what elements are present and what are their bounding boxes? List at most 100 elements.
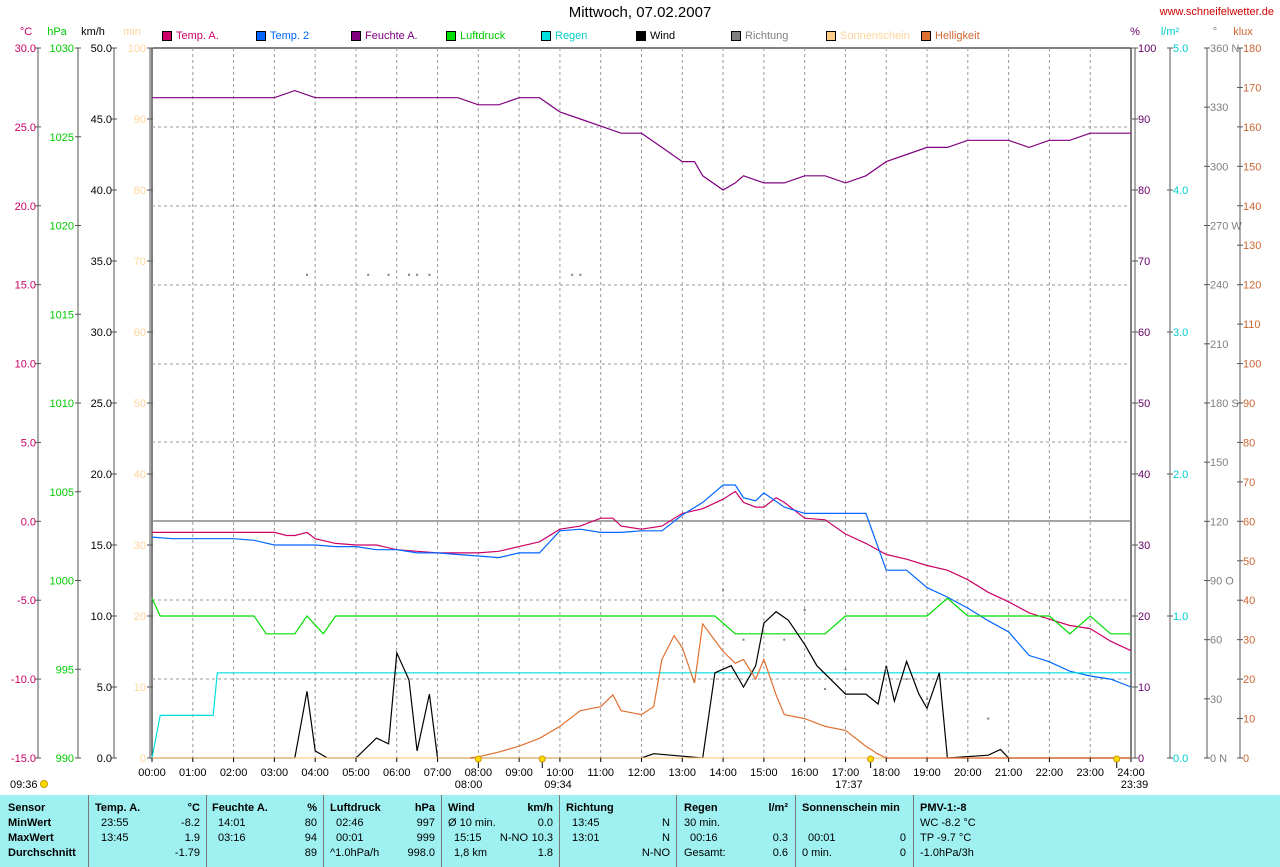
pmv-windchill: WC -8.2 °C — [920, 817, 976, 829]
series-line-feuchte-a- — [152, 89, 1131, 191]
axis-tick-label: 4.0 — [1173, 185, 1188, 197]
legend-swatch — [826, 31, 836, 41]
temp-min-value: -8.2 — [181, 817, 200, 829]
moonrise-label: 09:34 — [544, 779, 572, 791]
axis-tick-label: 1010 — [50, 398, 74, 410]
direction-max-value: N — [662, 832, 670, 844]
wind-distance: 1,8 km — [454, 847, 488, 859]
temp-min-time: 23:55 — [101, 817, 129, 829]
direction-point — [571, 273, 574, 276]
direction-point — [742, 638, 745, 641]
wind-header: Wind — [448, 802, 475, 814]
legend-item: Wind — [636, 30, 675, 42]
legend-swatch — [256, 31, 266, 41]
x-tick-label: 17:00 — [832, 767, 860, 779]
sunshine-total-value: 0 — [899, 847, 906, 859]
col-direction: Richtung 13:45 N 13:01 N N-NO — [566, 801, 670, 861]
col-sunshine: Sonnenschein min 00:01 0 0 min. 0 — [802, 801, 906, 861]
humidity-header: Feuchte A. — [212, 802, 268, 814]
direction-point — [306, 273, 309, 276]
direction-point — [387, 273, 390, 276]
moon-icon — [40, 780, 48, 788]
temp-unit: °C — [187, 802, 200, 814]
moonrise-icon — [538, 755, 546, 763]
col-humidity: Feuchte A.% 14:01 80 03:16 94 89 — [212, 801, 317, 861]
axis-tick-label: 0 — [1243, 753, 1249, 765]
pressure-trend: ^1.0hPa/h — [330, 847, 380, 859]
axis-tick-label: 30 — [1210, 694, 1222, 706]
direction-point — [926, 697, 929, 700]
axis-tick-label: 40.0 — [91, 185, 112, 197]
axis-tick-label: 60 — [1138, 327, 1150, 339]
axis-tick-label: 0.0 — [97, 753, 112, 765]
chart-series — [151, 89, 1132, 759]
rain-max-value: 0.3 — [772, 832, 788, 844]
axis-tick-label: 70 — [1243, 477, 1255, 489]
axis-tick-label: 30 — [1138, 540, 1150, 552]
axis-tick-label: 20 — [1138, 611, 1150, 623]
axis-tick-label: 1025 — [50, 132, 74, 144]
col-pressure: Luftdruck hPa 02:46 997 00:01 999 ^1.0hPa/h… — [330, 801, 435, 861]
x-tick-label: 07:00 — [424, 767, 452, 779]
axis-tick-label: 5.0 — [21, 437, 36, 449]
direction-point — [416, 273, 419, 276]
legend-item: Luftdruck — [446, 30, 505, 42]
x-tick-label: 00:00 — [138, 767, 166, 779]
wind-max-time: 15:15 — [454, 832, 482, 844]
legend-item: Temp. A. — [162, 30, 219, 42]
sunshine-header: Sonnenschein min — [802, 802, 900, 814]
wind-min-note: Ø 10 min. — [448, 817, 496, 829]
axis-tick-label: 0 — [1138, 753, 1144, 765]
axis-tick-label: 60 — [1243, 516, 1255, 528]
row-label-avg: Durchschnitt — [8, 847, 76, 859]
legend-label: Helligkeit — [935, 30, 980, 42]
axis-tick-label: 15.0 — [91, 540, 112, 552]
axis-tick-label: 60 — [1210, 635, 1222, 647]
moonset-icon — [1113, 755, 1121, 763]
axis-tick-label: 1020 — [50, 221, 74, 233]
direction-point — [824, 687, 827, 690]
row-label-min: MinWert — [8, 817, 52, 829]
axis-tick-label: 300 — [1210, 161, 1228, 173]
axis-tick-label: 330 — [1210, 102, 1228, 114]
direction-header: Richtung — [566, 802, 614, 814]
axis-tick-label: 1.0 — [1173, 611, 1188, 623]
axis-tick-label: 100 — [1138, 43, 1156, 55]
humidity-max-time: 03:16 — [218, 832, 246, 844]
axis-tick-label: 10 — [1138, 682, 1150, 694]
col-sensor: Sensor MinWert MaxWert Durchschnitt — [8, 801, 86, 861]
rain-total-label: Gesamt: — [684, 847, 726, 859]
axis-tick-label: 35.0 — [91, 256, 112, 268]
pmv-trend: -1.0hPa/3h — [920, 847, 974, 859]
rain-unit: l/m² — [768, 802, 788, 814]
axis-tick-label: 0 N — [1210, 753, 1227, 765]
axis-tick-label: 1005 — [50, 487, 74, 499]
chart-axes: °C 30.0 25.0 20.0 15.0 10.0 5.0 0.0 -5.0 -10.0 -15… — [11, 26, 1261, 765]
axis-tick-label: 10 — [1243, 714, 1255, 726]
sunrise-icon — [474, 755, 482, 763]
axis-tick-label: -5.0 — [17, 595, 36, 607]
sunrise-label: 08:00 — [455, 779, 483, 791]
temp-header: Temp. A. — [95, 802, 141, 814]
axis-tick-label: 90 — [1138, 114, 1150, 126]
humidity-max-value: 94 — [304, 832, 317, 844]
axis-tick-label: 90 O — [1210, 576, 1234, 588]
axis-tick-label: 2.0 — [1173, 469, 1188, 481]
x-tick-label: 08:00 — [465, 767, 493, 779]
site-link[interactable]: www.schneifelwetter.de — [1159, 6, 1274, 18]
pressure-header: Luftdruck — [330, 802, 381, 814]
direction-point — [407, 273, 410, 276]
direction-point — [783, 638, 786, 641]
direction-point — [987, 717, 990, 720]
legend-swatch — [162, 31, 172, 41]
x-tick-label: 05:00 — [342, 767, 370, 779]
axis-tick-label: 150 — [1210, 457, 1228, 469]
weather-chart: °C 30.0 25.0 20.0 15.0 10.0 5.0 0.0 -5.0 -10.0 -15… — [10, 26, 1261, 791]
wind-unit: km/h — [527, 802, 553, 814]
legend-swatch — [446, 31, 456, 41]
axis-unit-label: °C — [20, 26, 32, 38]
table-divider — [795, 795, 796, 867]
sunshine-total-label: 0 min. — [802, 847, 832, 859]
x-tick-label: 14:00 — [709, 767, 737, 779]
pmv-header: PMV-1:-8 — [920, 802, 967, 814]
